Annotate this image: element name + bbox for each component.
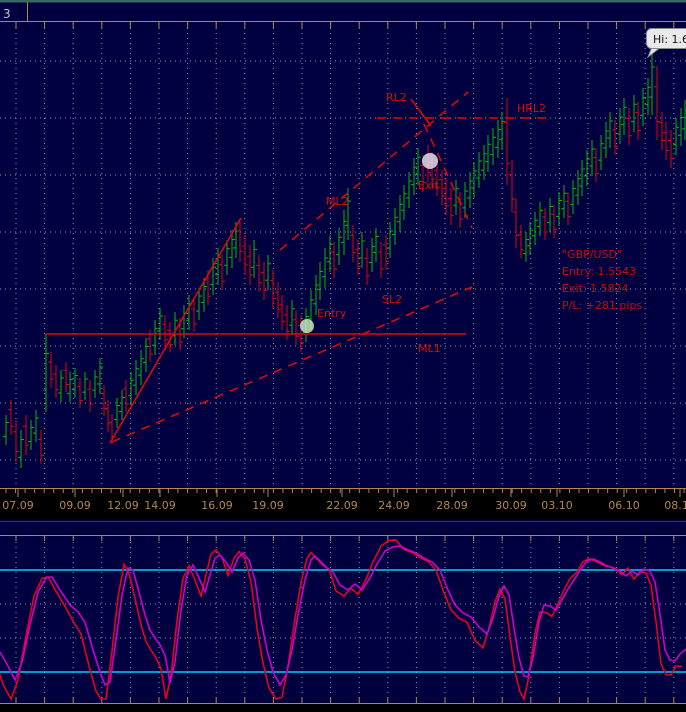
x-tick-label: 03.10 <box>541 499 573 512</box>
x-tick-label: 12.09 <box>107 499 139 512</box>
top-edge <box>0 0 686 3</box>
x-tick-label: 09.09 <box>59 499 91 512</box>
fragment-text: 3 <box>3 7 11 21</box>
bottom-strip <box>0 704 686 712</box>
osc-signal-line <box>0 545 686 687</box>
info-pl: P/L: +281 pips <box>562 299 642 312</box>
label-entry: Entry <box>317 307 347 320</box>
trendline-SL2-dashed[interactable] <box>111 286 473 443</box>
label-exit: Exit <box>418 179 440 192</box>
trade-info-panel: "GBP/USD" Entry: 1.5543 Exit: 1.5824 P/L… <box>562 248 642 312</box>
oscillator-layer <box>0 539 686 702</box>
info-exit: Exit: 1.5824 <box>562 282 629 295</box>
callout-text: Hi: 1.60 <box>653 33 686 46</box>
hi-callout: Hi: 1.60 <box>646 28 686 59</box>
x-axis-labels: 07.09 09.09 12.09 14.09 16.09 19.09 22.0… <box>2 499 686 512</box>
trendline-cycle-down-dashed[interactable] <box>423 123 473 229</box>
x-tick-label: 22.09 <box>326 499 358 512</box>
exit-marker[interactable] <box>422 153 438 169</box>
label-hrl2: HRL2 <box>517 102 546 115</box>
x-tick-label: 14.09 <box>144 499 176 512</box>
trendline-uptrend-solid[interactable] <box>109 217 242 444</box>
x-tick-label: 19.09 <box>252 499 284 512</box>
x-axis-strip <box>0 489 686 520</box>
x-tick-label: 16.09 <box>201 499 233 512</box>
info-symbol: "GBP/USD" <box>562 248 622 261</box>
label-ml1: ML1 <box>418 342 441 355</box>
x-tick-label: 07.09 <box>2 499 34 512</box>
grid-layer <box>0 23 686 702</box>
x-tick-label: 24.09 <box>378 499 410 512</box>
trendline-ML2-dashed[interactable] <box>279 91 469 251</box>
info-entry: Entry: 1.5543 <box>562 265 636 278</box>
chart-labels-layer: RL2 HRL2 ML2 Exit Entry SL2 ML1 <box>317 91 546 355</box>
entry-marker[interactable] <box>300 319 314 333</box>
x-tick-label: 30.09 <box>495 499 527 512</box>
label-rl2: RL2 <box>386 91 407 104</box>
x-tick-label: 28.09 <box>436 499 468 512</box>
trendline-RL2-pointer[interactable] <box>410 98 432 127</box>
price-label-fragment: 3 <box>3 7 11 21</box>
trendlines-layer[interactable] <box>46 91 549 444</box>
label-sl2: SL2 <box>382 293 402 306</box>
markers-layer[interactable] <box>300 153 438 333</box>
label-ml2: ML2 <box>326 195 349 208</box>
osc-main-line <box>0 539 683 702</box>
x-tick-label: 08.10 <box>664 499 686 512</box>
callout-bubble <box>646 28 686 49</box>
x-tick-label: 06.10 <box>608 499 640 512</box>
